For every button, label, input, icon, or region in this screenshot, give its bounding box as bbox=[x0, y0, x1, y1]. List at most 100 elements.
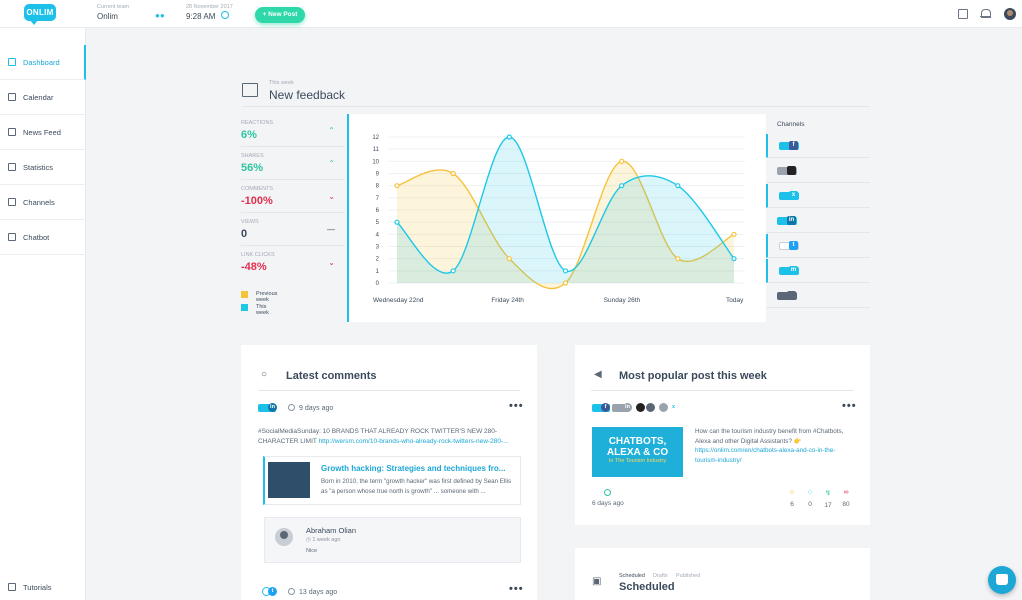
link-preview-card[interactable]: Growth hacking: Strategies and technique… bbox=[263, 456, 521, 505]
metric-value: 56% bbox=[241, 162, 264, 174]
sidebar-item-channels[interactable]: Channels bbox=[0, 185, 86, 220]
channel-instagram[interactable] bbox=[766, 159, 870, 183]
top-bar: ONLIM Current team Onlim ●● 28 November … bbox=[0, 0, 1022, 28]
channel-linkedin[interactable]: in bbox=[766, 209, 870, 233]
data-point bbox=[562, 268, 569, 274]
date-label: 28 November 2017 bbox=[186, 4, 233, 10]
team-switch-icon[interactable]: ●● bbox=[155, 11, 165, 20]
news-feed-icon bbox=[8, 128, 16, 136]
chat-support-button[interactable] bbox=[988, 566, 1016, 594]
feedback-subtitle: This week bbox=[269, 80, 294, 86]
facebook-icon: f bbox=[601, 403, 610, 412]
divider bbox=[591, 390, 854, 391]
metric-value: 0 bbox=[241, 228, 248, 240]
facebook-icon: f bbox=[789, 141, 798, 150]
metric-link-clicks[interactable]: LINK CLICKS -48% ⌄ bbox=[241, 246, 345, 279]
post-time: 13 days ago bbox=[288, 588, 337, 596]
channel-chatbot[interactable] bbox=[766, 284, 870, 308]
divider bbox=[242, 106, 870, 107]
metric-value: 6% bbox=[241, 129, 257, 141]
trend-down-icon: ⌄ bbox=[328, 192, 335, 201]
sidebar-item-news-feed[interactable]: News Feed bbox=[0, 115, 86, 150]
metric-value: -100% bbox=[241, 195, 273, 207]
sidebar-item-chatbot[interactable]: Chatbot bbox=[0, 220, 86, 255]
channel-messenger[interactable]: m bbox=[766, 259, 870, 283]
speech-bubble-icon: ○ bbox=[261, 369, 268, 380]
comment-text: Nice bbox=[306, 548, 318, 554]
avatar bbox=[275, 528, 293, 546]
time-value: 9:28 AM bbox=[186, 12, 216, 21]
reactions-icon: ☺ bbox=[788, 489, 796, 496]
popular-post-title: Most popular post this week bbox=[619, 370, 767, 382]
sidebar-item-label: Chatbot bbox=[23, 233, 50, 242]
instagram-icon bbox=[636, 403, 645, 412]
book-icon[interactable] bbox=[958, 9, 968, 19]
sidebar-item-label: News Feed bbox=[23, 128, 61, 137]
link-title[interactable]: Growth hacking: Strategies and technique… bbox=[321, 464, 506, 473]
metric-views[interactable]: VIEWS 0 — bbox=[241, 213, 345, 246]
comment-time: ◷ 1 week ago bbox=[306, 537, 341, 543]
data-point bbox=[562, 280, 569, 286]
x-tick-label: Wednesday 22nd bbox=[373, 297, 424, 304]
data-point bbox=[675, 183, 681, 189]
sidebar-item-tutorials[interactable]: Tutorials bbox=[0, 578, 86, 598]
tab-published[interactable]: Published bbox=[676, 573, 701, 579]
new-post-button[interactable]: + New Post bbox=[255, 7, 305, 23]
stat-reactions: ☺ 6 bbox=[782, 489, 802, 508]
sidebar-item-calendar[interactable]: Calendar bbox=[0, 80, 86, 115]
metrics-list: REACTIONS 6% ⌃ SHARES 56% ⌃ COMMENTS -10… bbox=[241, 114, 345, 279]
more-options-icon[interactable]: ••• bbox=[842, 400, 857, 412]
metric-label: COMMENTS bbox=[241, 186, 274, 192]
post-image-line2: ALEXA & CO bbox=[606, 447, 669, 458]
trend-down-icon: ⌄ bbox=[328, 258, 335, 267]
post-image-headline: CHATBOTS, ALEXA & CO bbox=[592, 436, 683, 458]
data-point bbox=[619, 158, 625, 164]
comment-time-text: 1 week ago bbox=[312, 537, 341, 543]
post-link[interactable]: https://onlim.com/en/chatbots-alexa-and-… bbox=[695, 447, 836, 464]
scheduled-title: Scheduled bbox=[619, 581, 675, 593]
tab-drafts[interactable]: Drafts bbox=[653, 573, 668, 579]
x-tick-label: Friday 24th bbox=[491, 297, 524, 304]
channel-twitter[interactable]: t bbox=[766, 234, 870, 258]
channel-facebook[interactable]: f bbox=[766, 134, 870, 158]
y-tick-label: 12 bbox=[372, 135, 379, 141]
more-options-icon[interactable]: ••• bbox=[509, 583, 524, 595]
stat-value: 6 bbox=[790, 501, 794, 508]
comment-author: Abraham Olian bbox=[306, 526, 357, 535]
metric-shares[interactable]: SHARES 56% ⌃ bbox=[241, 147, 345, 180]
sidebar-item-dashboard[interactable]: Dashboard bbox=[0, 45, 86, 80]
metric-comments[interactable]: COMMENTS -100% ⌄ bbox=[241, 180, 345, 213]
stat-value: 0 bbox=[808, 501, 812, 508]
data-point bbox=[619, 183, 625, 189]
clock-icon[interactable] bbox=[221, 11, 229, 19]
trend-up-icon: ⌃ bbox=[328, 159, 335, 168]
data-point bbox=[675, 256, 681, 262]
post-image[interactable]: CHATBOTS, ALEXA & CO In The Tourism Indus… bbox=[592, 427, 683, 477]
channel-xing[interactable]: x bbox=[766, 184, 870, 208]
y-tick-label: 9 bbox=[376, 172, 380, 178]
sidebar-item-statistics[interactable]: Statistics bbox=[0, 150, 86, 185]
more-options-icon[interactable]: ••• bbox=[509, 400, 524, 412]
series-line bbox=[396, 160, 735, 290]
presentation-board-icon bbox=[242, 83, 258, 97]
metric-reactions[interactable]: REACTIONS 6% ⌃ bbox=[241, 114, 345, 147]
post-age: 6 days ago bbox=[592, 500, 624, 507]
y-tick-label: 4 bbox=[376, 232, 380, 238]
tab-scheduled[interactable]: Scheduled bbox=[619, 573, 645, 579]
data-point bbox=[731, 231, 737, 237]
trend-up-icon: ⌃ bbox=[328, 126, 335, 135]
bell-icon[interactable] bbox=[980, 9, 991, 19]
post-link[interactable]: http://wersm.com/10-brands-who-already-r… bbox=[318, 438, 509, 445]
stat-comments: ○ 0 bbox=[800, 489, 820, 508]
chat-icon bbox=[787, 291, 796, 300]
onlim-logo[interactable]: ONLIM bbox=[24, 4, 56, 25]
brand-logo bbox=[612, 404, 630, 412]
channels-icon bbox=[8, 198, 16, 206]
y-tick-label: 10 bbox=[372, 159, 379, 165]
twitter-icon: t bbox=[789, 241, 798, 250]
team-value[interactable]: Onlim bbox=[97, 12, 118, 21]
statistics-icon bbox=[8, 163, 16, 171]
post-time-text: 13 days ago bbox=[299, 589, 338, 596]
user-avatar[interactable] bbox=[1004, 8, 1016, 20]
